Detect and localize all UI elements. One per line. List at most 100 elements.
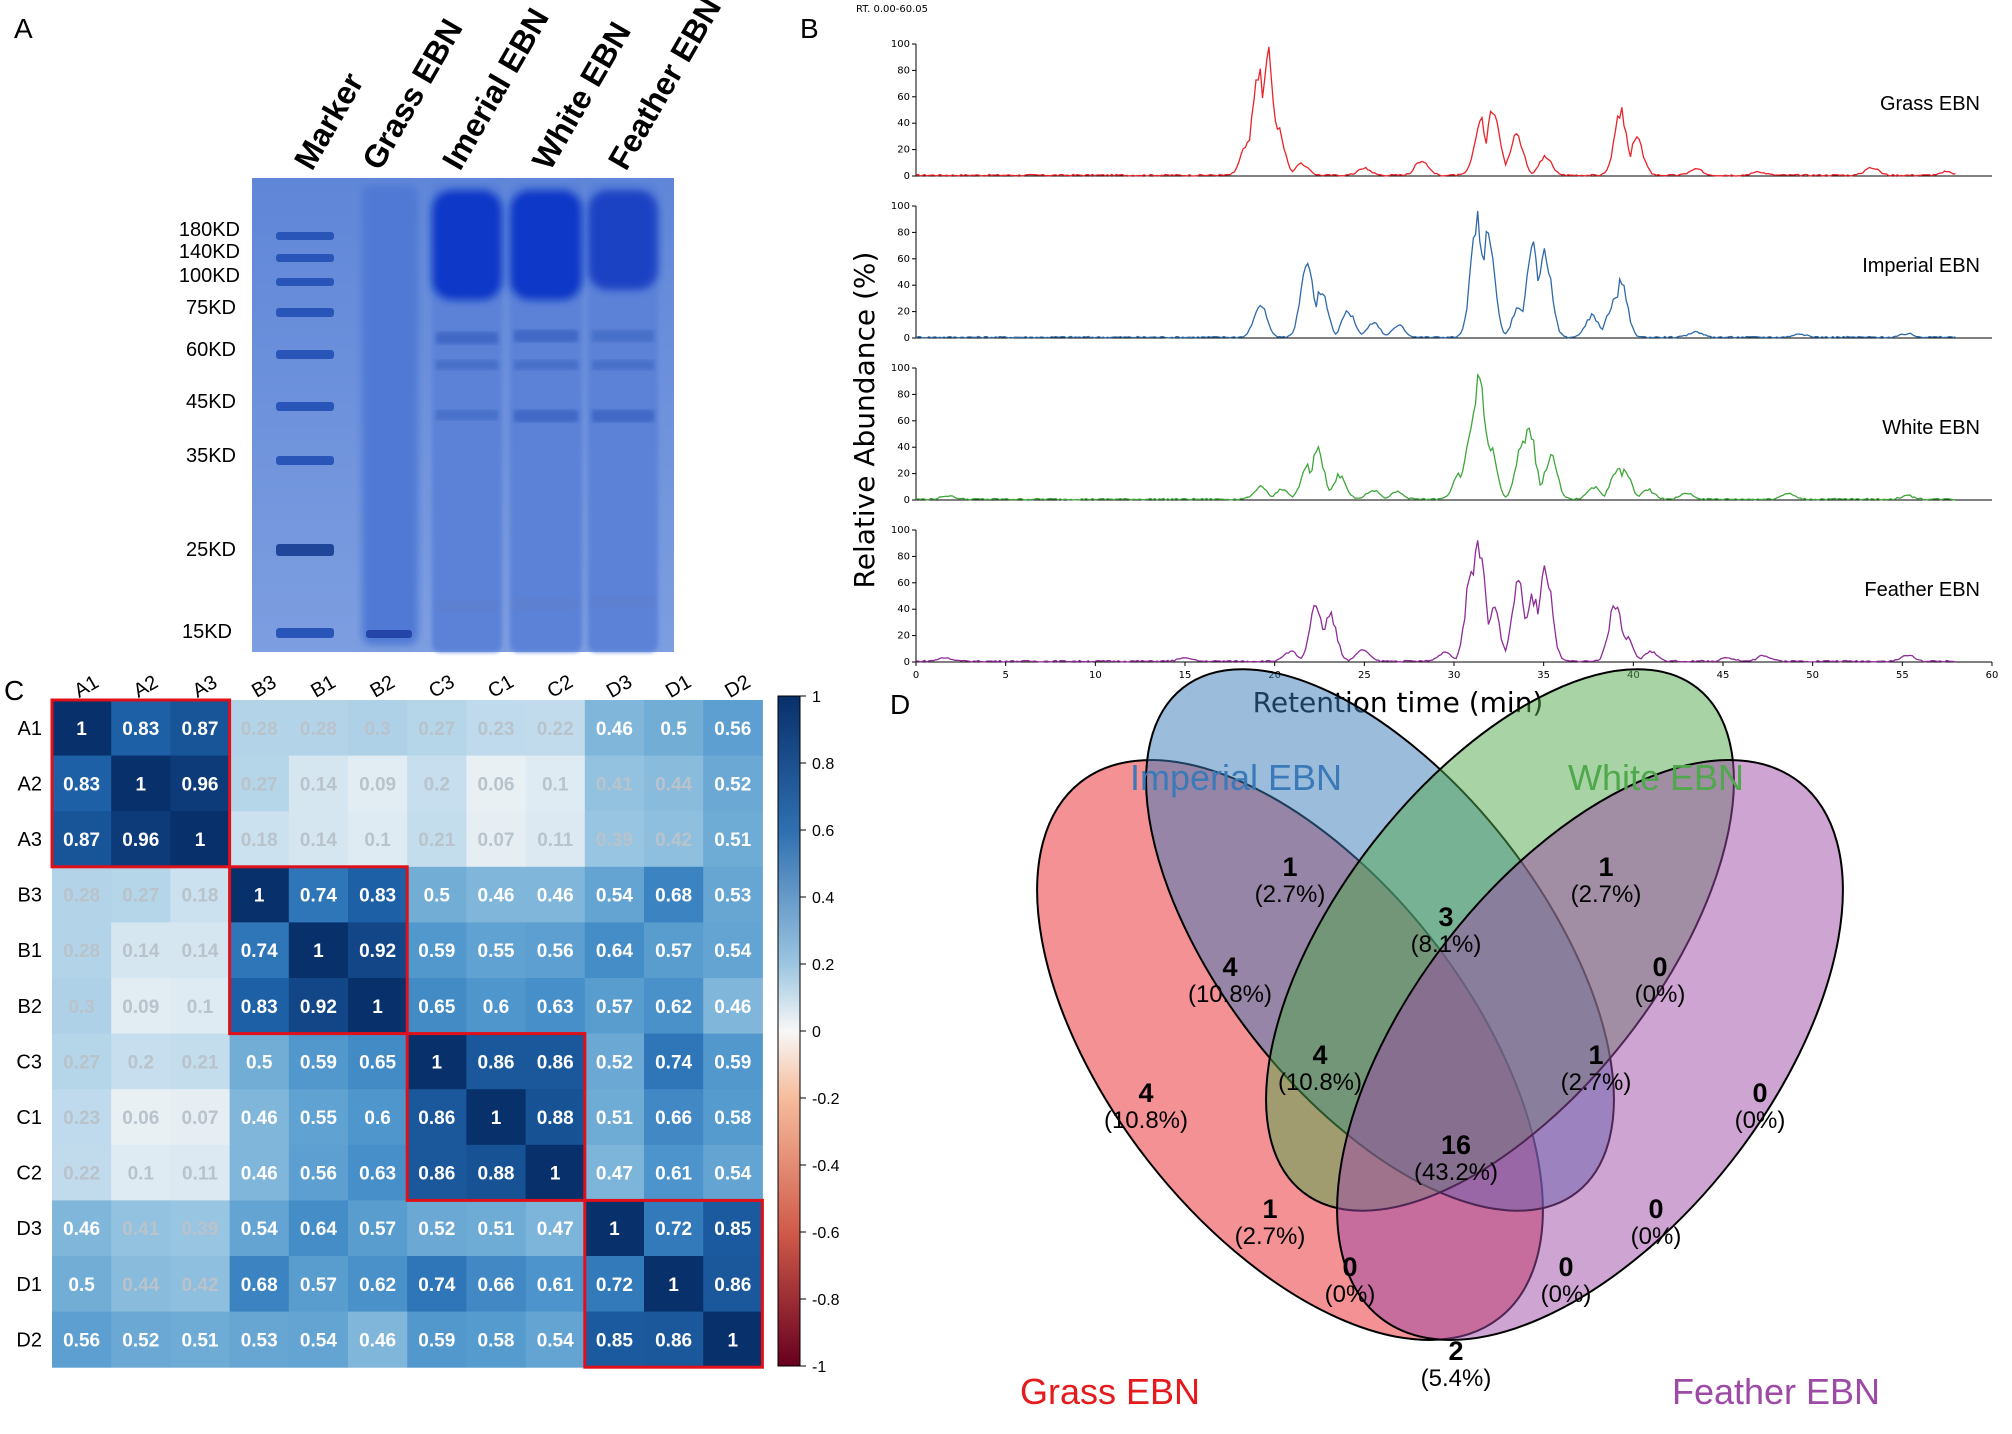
heatmap-cell-value: 0.09 — [359, 774, 396, 795]
heatmap-cell-value: 0.46 — [596, 719, 633, 740]
heatmap-cell-value: 0.07 — [182, 1108, 219, 1129]
heatmap-cell — [348, 1256, 408, 1313]
heatmap-cell-value: 0.72 — [655, 1219, 692, 1240]
heatmap-cell-value: 0.86 — [418, 1164, 455, 1185]
heatmap-cell — [525, 1256, 586, 1313]
heatmap-cell-value: 0.14 — [122, 941, 159, 962]
heatmap-row-label: C1 — [16, 1107, 42, 1129]
heatmap-cell-value: 0.62 — [655, 997, 692, 1018]
heatmap-cell-value: 0.53 — [241, 1330, 278, 1351]
ms-plot-2: 0 20 40 60 80 100 White EBN — [891, 363, 1992, 506]
heatmap-cell-value: 0.46 — [359, 1330, 396, 1351]
heatmap-cell — [170, 1089, 231, 1146]
heatmap-cell-value: 0.66 — [478, 1275, 515, 1296]
heatmap-cell — [525, 922, 586, 979]
heatmap-cell — [52, 1311, 112, 1368]
heatmap-cell-value: 0.5 — [68, 1275, 95, 1296]
heatmap-cell — [348, 700, 408, 757]
heatmap-cell-value: 0.54 — [714, 1164, 751, 1185]
heatmap-cell — [584, 1144, 645, 1201]
svg-text:1: 1 — [1598, 852, 1613, 882]
heatmap-cell-value: 1 — [136, 774, 147, 795]
heatmap-cell-value: 0.3 — [364, 719, 390, 740]
heatmap-cell-value: 0.68 — [241, 1275, 278, 1296]
heatmap-cell-value: 0.18 — [182, 886, 219, 907]
heatmap-cell — [229, 700, 290, 757]
heatmap-cell-value: 0.87 — [63, 830, 100, 851]
heatmap-cell-value: 0.64 — [596, 941, 633, 962]
heatmap-cell — [703, 1089, 763, 1146]
heatmap-cell — [703, 700, 763, 757]
venn-region-labels: 1(2.7%) 1(2.7%) 3(8.1%) 4(10.8%) 0(0%) 4… — [1104, 852, 1785, 1392]
ms-trace-1 — [915, 210, 1956, 339]
heatmap-cell — [348, 978, 408, 1035]
venn-region-imperial-feather: 0(0%) — [1631, 1194, 1682, 1250]
svg-text:3: 3 — [1438, 902, 1453, 932]
heatmap-cell — [288, 1144, 349, 1201]
heatmap-cell-value: 0.56 — [714, 719, 751, 740]
heatmap-cell — [644, 866, 704, 923]
heatmap-col-label: B1 — [307, 671, 339, 702]
heatmap-cell-value: 0.83 — [359, 886, 396, 907]
heatmap-cell — [525, 1033, 586, 1090]
venn-region-feather-only: 0(0%) — [1735, 1078, 1786, 1134]
heatmap-cell — [111, 1256, 171, 1313]
heatmap-cell — [111, 1033, 171, 1090]
heatmap-col-label: D1 — [662, 671, 695, 703]
mw-label-45: 45KD — [186, 391, 236, 413]
heatmap-cell — [644, 1144, 704, 1201]
heatmap-cell — [703, 1311, 763, 1368]
heatmap-cell-value: 0.28 — [63, 886, 100, 907]
venn-region-white-feather: 0(0%) — [1635, 952, 1686, 1008]
heatmap-cell-value: 0.51 — [714, 830, 751, 851]
heatmap-cell — [288, 811, 349, 868]
heatmap-cell — [52, 1200, 112, 1257]
heatmap-cell — [52, 755, 112, 812]
ms-ytick-label: 40 — [897, 280, 910, 291]
ms-trace-0 — [915, 46, 1956, 177]
ms-ytick-label: 20 — [897, 469, 910, 480]
gel-image — [252, 178, 674, 652]
heatmap-cell — [703, 978, 763, 1035]
ms-ytick-label: 0 — [904, 657, 910, 668]
heatmap-cell-value: 0.74 — [241, 941, 278, 962]
heatmap-cell-value: 0.56 — [537, 941, 574, 962]
ms-xtick-label: 25 — [1358, 670, 1371, 681]
heatmap-cell — [407, 1033, 467, 1090]
heatmap-cell — [170, 1256, 231, 1313]
heatmap-cell — [170, 978, 231, 1035]
svg-text:(10.8%): (10.8%) — [1188, 981, 1272, 1008]
heatmap-cell-value: 0.46 — [537, 886, 574, 907]
heatmap-cell-value: 0.88 — [478, 1164, 515, 1185]
ms-ytick-label: 60 — [897, 92, 910, 103]
heatmap-cell — [111, 1089, 171, 1146]
ms-xtick-label: 60 — [1986, 670, 1999, 681]
heatmap-cell-value: 0.86 — [714, 1275, 751, 1296]
heatmap-cell-value: 0.54 — [300, 1330, 337, 1351]
venn-region-grass-white-feather: 0(0%) — [1541, 1252, 1592, 1308]
heatmap-cell — [170, 1144, 231, 1201]
heatmap-cluster-box — [228, 865, 409, 1036]
ms-ytick-label: 80 — [897, 389, 910, 400]
panel-letter-d: D — [890, 689, 910, 720]
heatmap-cell-value: 0.61 — [537, 1275, 574, 1296]
mw-label-140: 140KD — [179, 241, 240, 263]
svg-text:(0%): (0%) — [1735, 1107, 1786, 1134]
venn-region-all: 16(43.2%) — [1414, 1130, 1498, 1186]
heatmap-cell-value: 0.85 — [596, 1330, 633, 1351]
colorbar-tick-label: -0.2 — [812, 1091, 840, 1108]
heatmap-cell-value: 0.92 — [359, 941, 396, 962]
heatmap-cell — [466, 755, 527, 812]
heatmap-cell-value: 0.86 — [655, 1330, 692, 1351]
svg-text:2: 2 — [1448, 1336, 1463, 1366]
heatmap-cell-value: 0.28 — [300, 719, 337, 740]
heatmap-cell-value: 0.21 — [418, 830, 455, 851]
heatmap-cell — [466, 1089, 527, 1146]
heatmap-cell — [525, 700, 586, 757]
svg-text:(0%): (0%) — [1631, 1223, 1682, 1250]
svg-text:(5.4%): (5.4%) — [1421, 1365, 1492, 1392]
svg-text:0: 0 — [1648, 1194, 1663, 1224]
ms-sample-label-1: Imperial EBN — [1862, 255, 1980, 277]
heatmap-row-label: D3 — [16, 1218, 42, 1240]
heatmap-cells: 1 0.83 0.87 0.28 0.28 0.3 0.27 0.23 0.22 0.46 0.5 0… — [52, 700, 763, 1368]
